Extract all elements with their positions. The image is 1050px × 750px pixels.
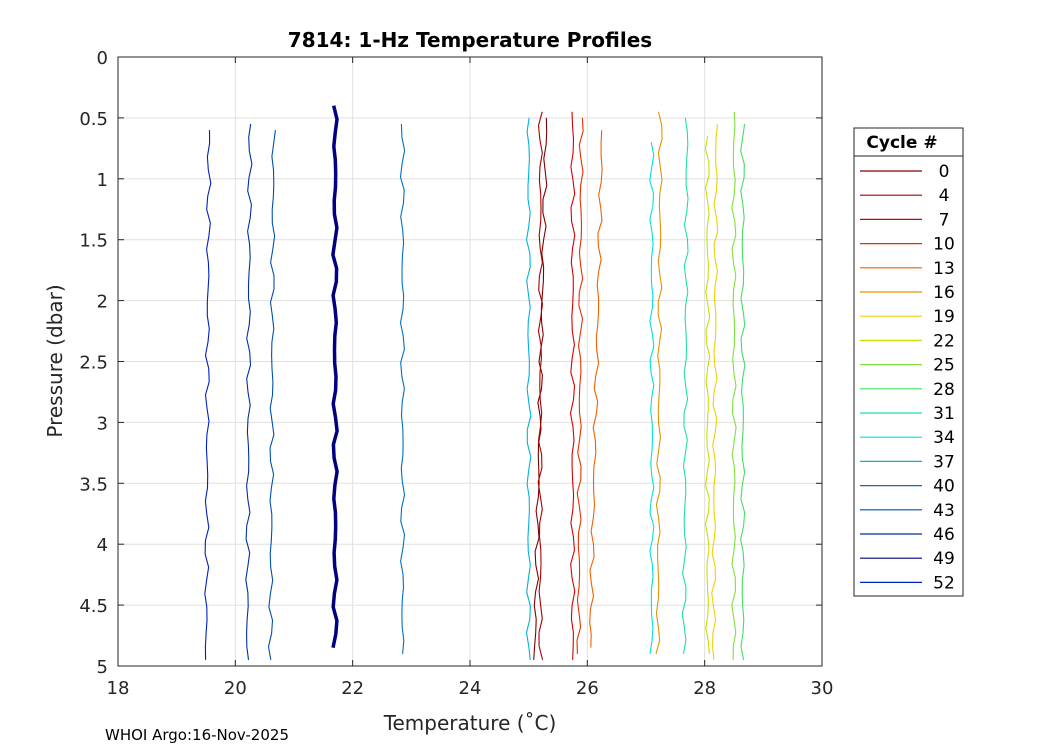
- x-tick-label: 30: [811, 678, 834, 699]
- grid-lines: [118, 57, 822, 666]
- legend-label-10: 10: [933, 235, 955, 255]
- y-tick-label: 0.5: [79, 109, 108, 130]
- y-tick-label: 4.5: [79, 596, 108, 617]
- x-tick-label: 18: [107, 678, 130, 699]
- profile-line-cycle-52: [204, 130, 212, 660]
- legend-label-7: 7: [939, 210, 950, 230]
- y-tick-label: 5: [97, 657, 108, 678]
- profile-line-cycle-0: [533, 117, 548, 660]
- legend-label-13: 13: [933, 259, 955, 279]
- profile-line-cycle-13: [589, 130, 603, 648]
- x-axis-ticks: 18 20 22 24 26 28 30: [107, 57, 834, 699]
- profile-line-cycle-19: [711, 123, 719, 660]
- y-axis-label: Pressure (dbar): [43, 284, 67, 437]
- y-tick-label: 2: [97, 292, 108, 313]
- profile-line-cycle-49: [331, 105, 339, 649]
- y-tick-label: 1: [97, 170, 108, 191]
- y-tick-label: 0: [97, 48, 108, 69]
- y-tick-label: 3.5: [79, 474, 108, 495]
- series-group: [204, 105, 746, 661]
- legend-items: 0 4 7 10 13 16 19 22 25 28 31 34 37 40 43 46 49 52: [860, 162, 955, 593]
- legend-label-16: 16: [933, 283, 955, 303]
- profile-line-cycle-37: [525, 117, 532, 660]
- profile-line-cycle-16: [655, 111, 663, 654]
- x-tick-label: 24: [459, 678, 482, 699]
- legend-label-34: 34: [933, 428, 955, 448]
- x-tick-label: 22: [341, 678, 364, 699]
- legend-label-22: 22: [933, 331, 955, 351]
- profile-line-cycle-10: [576, 117, 584, 654]
- x-tick-label: 26: [576, 678, 599, 699]
- legend-title: Cycle #: [866, 133, 937, 153]
- y-tick-label: 4: [97, 535, 108, 556]
- legend-label-31: 31: [933, 404, 955, 424]
- legend-label-25: 25: [933, 356, 955, 376]
- profile-line-cycle-28: [740, 123, 746, 661]
- y-tick-label: 3: [97, 413, 108, 434]
- y-tick-label: 1.5: [79, 231, 108, 252]
- profile-line-cycle-31: [681, 117, 689, 654]
- legend-label-19: 19: [933, 307, 955, 327]
- legend-label-37: 37: [933, 452, 955, 472]
- legend-label-28: 28: [933, 380, 955, 400]
- legend-box: [853, 127, 964, 597]
- x-tick-label: 20: [224, 678, 247, 699]
- footer-credit: WHOI Argo:16-Nov-2025: [105, 726, 289, 744]
- profile-line-cycle-4: [537, 111, 544, 661]
- profile-line-cycle-25: [731, 111, 737, 660]
- profile-line-cycle-34: [649, 142, 655, 654]
- y-axis-ticks: 0 0.5 1 1.5 2 2.5 3 3.5 4 4.5 5: [79, 48, 822, 678]
- y-tick-label: 2.5: [79, 353, 108, 374]
- legend-label-4: 4: [939, 186, 950, 206]
- chart-title: 7814: 1-Hz Temperature Profiles: [288, 28, 652, 52]
- legend-label-0: 0: [939, 162, 950, 182]
- legend-label-46: 46: [933, 525, 955, 545]
- profile-line-cycle-43: [267, 130, 276, 660]
- legend-label-43: 43: [933, 501, 955, 521]
- profile-line-cycle-40: [399, 123, 406, 654]
- x-tick-label: 28: [693, 678, 716, 699]
- profile-line-cycle-7: [569, 111, 576, 660]
- x-axis-label: Temperature (˚C): [383, 711, 557, 735]
- profile-line-cycle-22: [704, 136, 711, 654]
- legend-label-52: 52: [933, 573, 955, 593]
- legend-label-49: 49: [933, 549, 955, 569]
- legend-label-40: 40: [933, 477, 955, 497]
- profile-line-cycle-46: [245, 123, 253, 660]
- legend: Cycle # 0 4 7 10 13 16 19 22 25 28 31 34 37 40 43 46 49 5…: [853, 127, 964, 597]
